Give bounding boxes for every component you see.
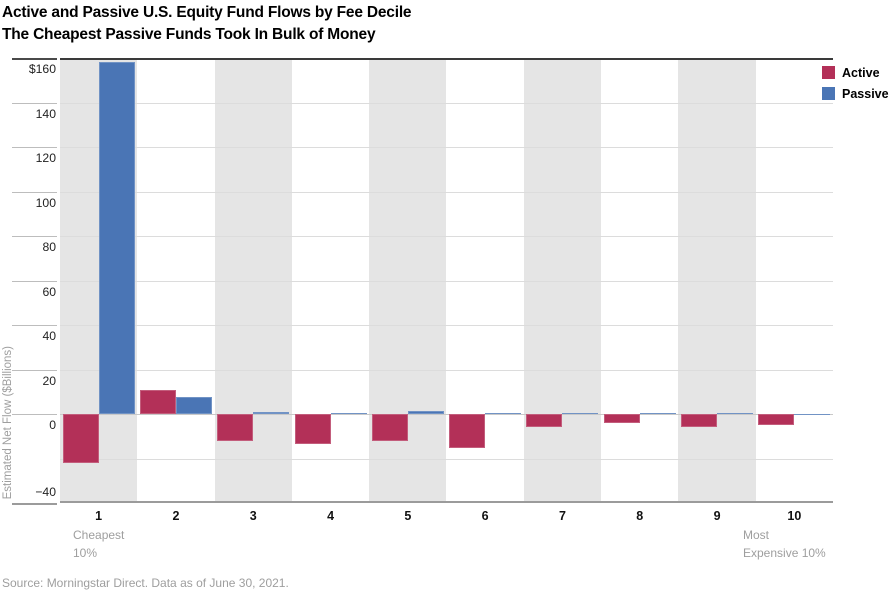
gridline-120	[60, 147, 833, 148]
bar-active-decile-10	[758, 414, 795, 426]
y-tick-0	[12, 414, 57, 415]
x-tick-label-5: 5	[404, 509, 412, 523]
plot-bottom-border	[60, 501, 833, 503]
x-annotation-most-expensive-line1: Most	[743, 528, 770, 542]
bar-passive-decile-3	[253, 411, 290, 414]
bar-active-decile-3	[217, 414, 254, 441]
passive-swatch	[822, 87, 835, 100]
y-tick-label-120: 120	[35, 151, 56, 165]
chart-title: Active and Passive U.S. Equity Fund Flow…	[2, 4, 412, 21]
active-swatch	[822, 66, 835, 79]
x-tick-label-2: 2	[172, 509, 180, 523]
bar-active-decile-7	[526, 414, 563, 428]
bar-passive-decile-2	[175, 397, 212, 414]
gridline-100	[60, 191, 833, 193]
y-tick-80	[12, 236, 57, 237]
x-tick-label-6: 6	[481, 509, 489, 523]
bar-passive-decile-7	[562, 413, 599, 414]
x-tick-label-3: 3	[249, 509, 257, 523]
y-tick-label-140: 140	[35, 106, 56, 121]
bar-passive-decile-6	[485, 413, 522, 414]
plot-top-border	[60, 58, 833, 60]
legend: Active Passive	[822, 62, 889, 104]
legend-label-active: Active	[842, 65, 880, 80]
bar-passive-decile-5	[407, 411, 444, 414]
y-tick-label-160: $160	[28, 62, 56, 76]
legend-label-passive: Passive	[842, 86, 889, 101]
y-tick-label-100: 100	[35, 195, 56, 210]
x-tick-label-8: 8	[636, 509, 644, 523]
y-tick-40	[12, 325, 57, 326]
y-tick-label--40: −40	[35, 485, 56, 499]
x-tick-label-7: 7	[558, 509, 566, 523]
x-tick-label-1: 1	[95, 509, 103, 523]
y-tick-60	[12, 280, 57, 282]
legend-item-passive: Passive	[822, 83, 889, 104]
plot-area	[60, 58, 833, 503]
gridline--20	[60, 458, 833, 460]
bar-passive-decile-10	[794, 414, 831, 416]
bar-active-decile-8	[603, 414, 640, 423]
x-annotation-most-expensive-line2: Expensive 10%	[743, 546, 826, 560]
x-annotation-cheapest-line2: 10%	[73, 546, 98, 560]
y-tick-140	[12, 102, 57, 104]
gridline-80	[60, 236, 833, 237]
x-tick-label-10: 10	[787, 509, 802, 523]
y-tick-label-20: 20	[42, 373, 56, 388]
y-tick-120	[12, 147, 57, 148]
bar-passive-decile-9	[717, 412, 754, 414]
bar-passive-decile-4	[330, 413, 367, 414]
bar-active-decile-2	[139, 389, 176, 414]
bar-active-decile-9	[681, 414, 718, 428]
y-tick-label-0: 0	[49, 418, 56, 432]
gridline-60	[60, 280, 833, 282]
y-tick-160	[12, 58, 57, 60]
x-annotation-cheapest-line1: Cheapest	[73, 528, 125, 542]
bar-passive-decile-1	[98, 62, 135, 414]
x-tick-label-4: 4	[327, 509, 335, 523]
gridline-140	[60, 102, 833, 104]
bar-active-decile-5	[371, 414, 408, 441]
x-annotation-most-expensive: Most Expensive 10%	[743, 526, 826, 562]
bar-active-decile-4	[294, 414, 331, 445]
gridline-20	[60, 369, 833, 371]
legend-item-active: Active	[822, 62, 889, 83]
y-tick--40	[12, 503, 57, 505]
source-note: Source: Morningstar Direct. Data as of J…	[2, 576, 289, 590]
y-tick-label-60: 60	[42, 284, 56, 299]
y-tick-label-40: 40	[42, 329, 56, 343]
gridline-40	[60, 325, 833, 326]
bar-active-decile-1	[62, 414, 99, 463]
zero-gridline	[60, 414, 833, 415]
bar-active-decile-6	[449, 414, 486, 449]
y-tick-label-80: 80	[42, 240, 56, 254]
bar-passive-decile-8	[639, 413, 676, 414]
x-tick-label-9: 9	[713, 509, 721, 523]
y-tick-100	[12, 191, 57, 193]
chart-subtitle: The Cheapest Passive Funds Took In Bulk …	[2, 26, 376, 43]
x-annotation-cheapest: Cheapest 10%	[73, 526, 124, 562]
y-tick-20	[12, 369, 57, 371]
